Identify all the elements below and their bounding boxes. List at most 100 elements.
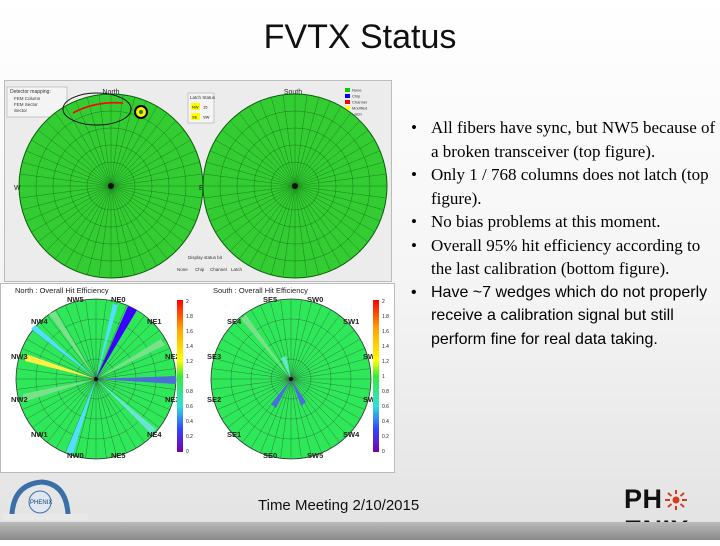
spoke-line	[110, 94, 124, 187]
spoke-line	[19, 185, 112, 199]
left-logo-caption: PHENIX	[30, 500, 52, 506]
hit-efficiency-figure: North : Overall Hit Efficiency South : O…	[0, 283, 395, 473]
wedge-label: NW0	[67, 451, 84, 460]
spoke-line	[294, 185, 387, 199]
wedge-label: SE0	[263, 451, 277, 460]
spoke-line	[282, 185, 296, 278]
latch-value: 15	[203, 105, 208, 110]
spoke-line	[37, 185, 112, 243]
spoke-line	[215, 139, 296, 187]
wedge-label: NE4	[147, 430, 162, 439]
wedge-label: SE2	[207, 395, 221, 404]
spoke-line	[86, 97, 112, 187]
colorbar-tick-label: 0.6	[186, 404, 193, 410]
spoke-line	[248, 185, 296, 266]
spoke-line	[110, 120, 177, 187]
colorbar-tick-label: 0.2	[382, 434, 389, 440]
spoke-line	[294, 106, 342, 187]
latch-status-title: Latch Status	[190, 95, 216, 100]
colorbar-tick-label: 0.4	[382, 419, 389, 425]
spoke-line	[229, 120, 296, 187]
colorbar-tick-label: 0.2	[186, 434, 193, 440]
colorbar-tick-label: 0	[186, 449, 189, 455]
spoke-line	[259, 185, 296, 272]
spoke-line	[98, 185, 112, 278]
colorbar-tick-label: 0.8	[186, 389, 193, 395]
spoke-line	[75, 100, 112, 187]
display-option[interactable]: None	[177, 267, 188, 272]
south-label: South	[284, 89, 302, 96]
display-option[interactable]: Channel	[210, 267, 227, 272]
phenix-o-icon	[664, 490, 687, 510]
south-colorbar: 2 1.8 1.6 1.4 1.2 1 0.8 0.6 0.4 0.2 0	[373, 299, 389, 455]
spoke-line	[110, 185, 124, 278]
display-option[interactable]: Latch	[231, 267, 243, 272]
spoke-line	[294, 185, 369, 243]
spoke-line	[110, 139, 191, 187]
spoke-line	[203, 185, 296, 199]
legend-entry: Channel	[352, 100, 367, 105]
spoke-line	[294, 94, 308, 187]
spoke-line	[294, 161, 384, 187]
latch-value: SW	[203, 115, 210, 120]
colorbar-tick-label: 1.2	[186, 359, 193, 365]
colorbar-tick-label: 0.6	[382, 404, 389, 410]
wedge-label: NE2	[165, 352, 180, 361]
spoke-line	[259, 100, 296, 187]
spoke-line	[294, 185, 361, 252]
spoke-line	[54, 185, 112, 260]
spoke-line	[294, 112, 352, 187]
spoke-line	[31, 139, 112, 187]
spoke-line	[248, 106, 296, 187]
wedge-label: SW5	[307, 451, 323, 460]
spoke-line	[221, 129, 296, 187]
spoke-line	[294, 150, 381, 187]
spoke-line	[206, 185, 296, 211]
spoke-line	[270, 185, 296, 275]
latch-status-svg: Detector mapping: FEM Column FEM Sector …	[6, 86, 388, 279]
bullet-item: Only 1 / 768 columns does not latch (top…	[404, 163, 718, 210]
spoke-line	[37, 129, 112, 187]
spoke-line	[110, 112, 168, 187]
spoke-line	[110, 185, 203, 199]
spoke-line	[294, 129, 369, 187]
spoke-line	[110, 185, 191, 233]
spoke-line	[110, 185, 158, 266]
colorbar-tick-label: 1.8	[382, 314, 389, 320]
colorbar-tick-label: 0.8	[382, 389, 389, 395]
spoke-line	[294, 185, 384, 211]
spoke-line	[110, 185, 185, 243]
spoke-line	[110, 185, 147, 272]
spoke-line	[294, 97, 320, 187]
spoke-line	[206, 161, 296, 187]
spoke-line	[110, 106, 158, 187]
wedge-label: SE3	[207, 352, 221, 361]
bullet-list: All fibers have sync, but NW5 because of…	[404, 116, 718, 351]
north-efficiency-title: North : Overall Hit Efficiency	[15, 286, 109, 295]
spoke-line	[110, 129, 185, 187]
wedge-label: NW1	[31, 430, 48, 439]
spoke-line	[110, 185, 177, 252]
view-mapping-option[interactable]: FEM Column	[14, 96, 41, 101]
north-disc	[18, 92, 204, 279]
spoke-line	[110, 185, 168, 260]
legend-entry: Chip	[352, 94, 361, 99]
spoke-line	[45, 120, 112, 187]
footer-bar	[0, 522, 720, 540]
footer-date: Time Meeting 2/10/2015	[258, 497, 420, 514]
spoke-line	[294, 139, 375, 187]
spoke-line	[282, 94, 296, 187]
display-option[interactable]: Chip	[195, 267, 205, 272]
spoke-line	[25, 185, 112, 222]
colorbar-tick-label: 1.4	[382, 344, 389, 350]
latch-value: SE	[192, 115, 198, 120]
view-mapping-option[interactable]: FEM Sector	[14, 102, 38, 107]
east-label: E	[199, 185, 204, 192]
spoke-line	[238, 112, 296, 187]
view-mapping-option[interactable]: Sector	[14, 108, 28, 113]
view-mapping-title: Detector mapping:	[10, 89, 51, 95]
colorbar-tick-label: 2	[382, 299, 385, 305]
phenix-logo-left: PHENIX	[2, 474, 88, 526]
spoke-line	[64, 106, 112, 187]
west-label: W	[14, 185, 21, 192]
